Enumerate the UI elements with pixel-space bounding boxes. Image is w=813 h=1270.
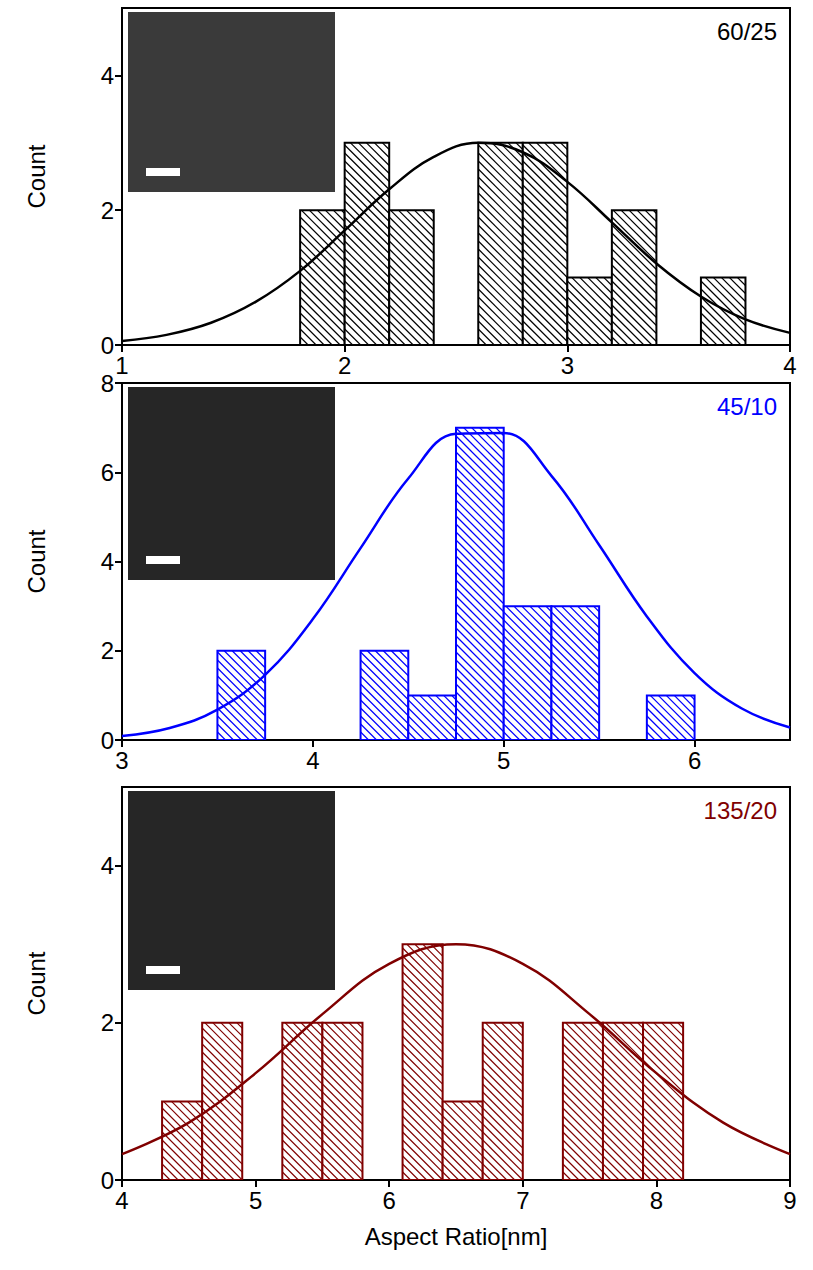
svg-text:1: 1 [115,352,128,379]
svg-text:4: 4 [783,352,796,379]
svg-text:4: 4 [101,62,114,89]
svg-text:0: 0 [101,332,114,359]
svg-text:Count: Count [23,951,50,1015]
svg-text:Aspect Ratio[nm]: Aspect Ratio[nm] [365,1223,548,1250]
svg-text:135/20: 135/20 [704,797,777,824]
svg-text:2: 2 [101,197,114,224]
svg-text:6: 6 [101,459,114,486]
svg-text:7: 7 [516,1187,529,1214]
svg-text:2: 2 [338,352,351,379]
svg-text:6: 6 [688,747,701,774]
svg-text:9: 9 [783,1187,796,1214]
svg-text:4: 4 [115,1187,128,1214]
svg-text:6: 6 [383,1187,396,1214]
svg-text:3: 3 [561,352,574,379]
svg-text:Count: Count [23,144,50,208]
svg-text:5: 5 [497,747,510,774]
svg-text:Count: Count [23,529,50,593]
svg-text:2: 2 [101,1009,114,1036]
svg-text:4: 4 [101,852,114,879]
svg-text:5: 5 [249,1187,262,1214]
svg-text:2: 2 [101,637,114,664]
svg-text:0: 0 [101,1167,114,1194]
svg-text:45/10: 45/10 [717,393,777,420]
svg-text:3: 3 [115,747,128,774]
svg-text:4: 4 [101,548,114,575]
svg-text:4: 4 [306,747,319,774]
svg-text:8: 8 [650,1187,663,1214]
svg-text:8: 8 [101,370,114,397]
svg-text:60/25: 60/25 [717,18,777,45]
svg-text:0: 0 [101,727,114,754]
